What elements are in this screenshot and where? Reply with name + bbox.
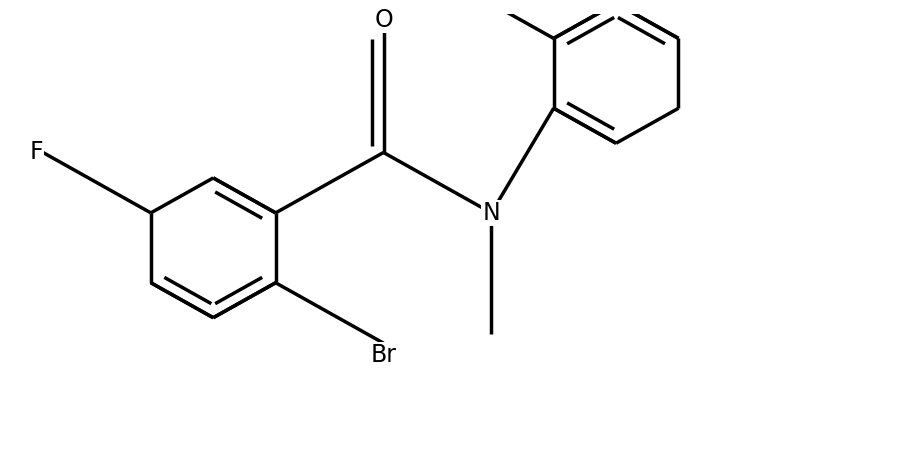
- Text: O: O: [374, 8, 393, 32]
- Text: Br: Br: [371, 343, 397, 367]
- Text: F: F: [30, 141, 43, 164]
- Text: N: N: [482, 201, 500, 225]
